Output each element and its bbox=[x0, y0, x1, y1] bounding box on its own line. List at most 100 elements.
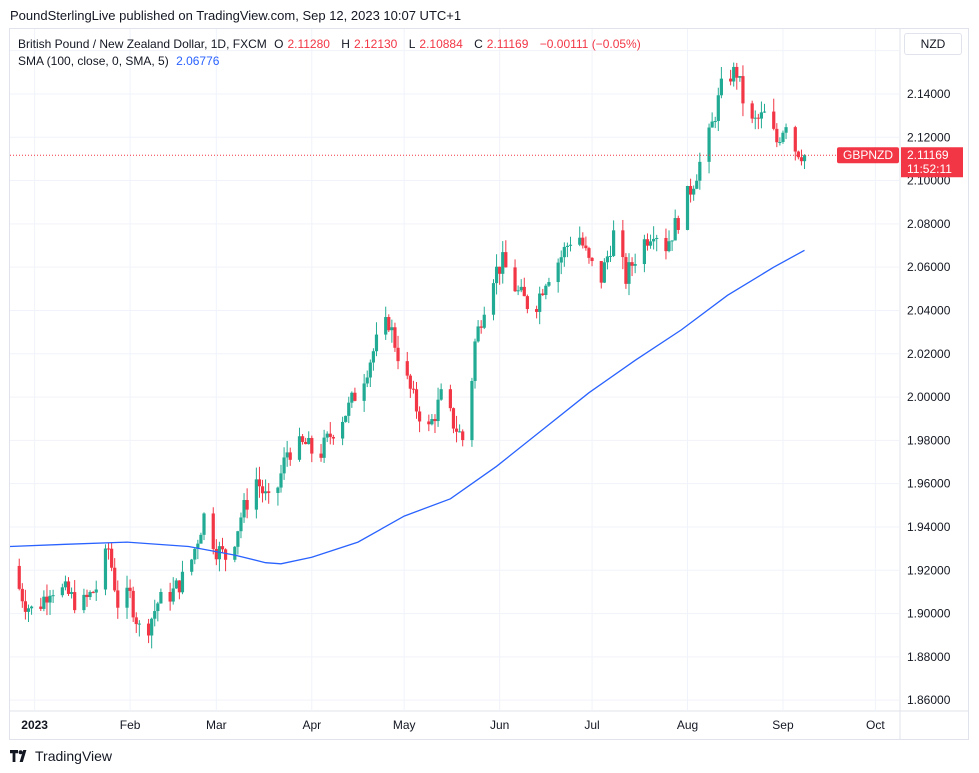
legend-low-value: 2.10884 bbox=[419, 37, 463, 51]
x-tick-label: Aug bbox=[677, 718, 698, 732]
candle-body bbox=[664, 237, 668, 252]
candle-body bbox=[439, 389, 443, 400]
candle-body bbox=[461, 431, 465, 441]
candle-body bbox=[137, 623, 141, 625]
candle-body bbox=[365, 377, 369, 384]
x-tick-label: Oct bbox=[866, 718, 885, 732]
legend-open-value: 2.11280 bbox=[287, 37, 330, 51]
candle-body bbox=[652, 238, 656, 242]
candle-body bbox=[103, 548, 108, 590]
candle-body bbox=[159, 592, 163, 604]
chart-legend: British Pound / New Zealand Dollar, 1D, … bbox=[18, 36, 645, 70]
candle-body bbox=[417, 411, 422, 422]
sma-line bbox=[9, 249, 805, 565]
candle-body bbox=[73, 592, 77, 611]
candle-body bbox=[713, 121, 717, 123]
candle-body bbox=[772, 111, 776, 129]
candle-body bbox=[156, 603, 160, 612]
candle-body bbox=[568, 244, 573, 246]
candle-body bbox=[796, 151, 800, 158]
candle-body bbox=[88, 592, 92, 598]
candle-body bbox=[242, 499, 246, 518]
candle-body bbox=[196, 543, 200, 549]
candle-body bbox=[688, 185, 693, 195]
legend-high-value: 2.12130 bbox=[353, 37, 398, 51]
candle-body bbox=[590, 257, 594, 262]
candle-body bbox=[211, 513, 215, 549]
legend-high-label: H bbox=[341, 37, 350, 51]
candle-body bbox=[587, 248, 591, 258]
candle-body bbox=[69, 592, 74, 594]
candle-body bbox=[17, 565, 21, 589]
legend-symbol[interactable]: British Pound / New Zealand Dollar, 1D, … bbox=[18, 37, 267, 51]
candle-body bbox=[719, 78, 723, 96]
candle-body bbox=[331, 436, 335, 439]
candle-body bbox=[110, 548, 114, 568]
candle-body bbox=[547, 282, 551, 286]
legend-close-value: 2.11169 bbox=[486, 37, 529, 51]
candle-body bbox=[150, 618, 154, 636]
x-tick-label: 2023 bbox=[21, 718, 48, 732]
candle-body bbox=[775, 128, 779, 143]
candle-body bbox=[482, 314, 486, 328]
candle-body bbox=[245, 499, 249, 510]
candle-body bbox=[411, 388, 416, 390]
candle-body bbox=[396, 347, 400, 362]
publish-header: PoundSterlingLive published on TradingVi… bbox=[10, 8, 462, 23]
candle-body bbox=[633, 264, 637, 266]
candle-body bbox=[732, 66, 736, 82]
candle-body bbox=[538, 293, 542, 312]
candle-body bbox=[559, 257, 563, 263]
candle-body bbox=[405, 361, 409, 376]
y-tick-label: 1.90000 bbox=[907, 607, 951, 621]
x-tick-label: Feb bbox=[120, 718, 141, 732]
candle-body bbox=[648, 241, 653, 246]
tradingview-logo-icon bbox=[10, 750, 27, 762]
candle-body bbox=[802, 155, 807, 162]
candle-body bbox=[451, 408, 456, 429]
x-tick-label: Jul bbox=[584, 718, 599, 732]
candle-body bbox=[310, 437, 314, 454]
candle-body bbox=[384, 317, 388, 335]
candle-body bbox=[778, 141, 782, 143]
candle-body bbox=[698, 161, 702, 181]
candle-body bbox=[282, 457, 286, 474]
candle-body bbox=[738, 76, 742, 78]
candle-body bbox=[729, 78, 733, 82]
legend-open-label: O bbox=[274, 37, 284, 51]
candle-body bbox=[799, 157, 804, 162]
x-tick-label: Jun bbox=[490, 718, 509, 732]
candle-body bbox=[23, 601, 27, 612]
candle-body bbox=[476, 326, 480, 342]
candle-body bbox=[168, 592, 172, 602]
y-tick-label: 1.92000 bbox=[907, 563, 951, 577]
y-tick-label: 2.08000 bbox=[907, 217, 951, 231]
candle-body bbox=[498, 266, 502, 274]
y-tick-label: 1.94000 bbox=[907, 520, 951, 534]
candle-body bbox=[180, 571, 185, 593]
candle-body bbox=[340, 421, 345, 439]
candle-body bbox=[430, 419, 434, 425]
candle-body bbox=[39, 606, 43, 609]
candle-body bbox=[300, 436, 305, 442]
candle-body bbox=[707, 127, 711, 162]
candle-body bbox=[347, 402, 351, 416]
candle-body bbox=[670, 240, 674, 242]
candle-body bbox=[297, 436, 302, 460]
price-tag bbox=[901, 147, 963, 178]
legend-sma-label[interactable]: SMA (100, close, 0, SMA, 5) bbox=[18, 54, 169, 68]
candle-body bbox=[784, 127, 788, 133]
footer-brand: TradingView bbox=[35, 748, 113, 764]
candle-body bbox=[519, 286, 523, 291]
currency-button[interactable]: NZD bbox=[904, 33, 962, 55]
y-tick-label: 2.04000 bbox=[907, 303, 951, 317]
symbol-tag bbox=[837, 147, 899, 164]
candle-body bbox=[45, 596, 49, 603]
candle-body bbox=[193, 548, 197, 560]
candle-body bbox=[350, 392, 354, 403]
candle-body bbox=[581, 237, 585, 246]
candle-body bbox=[63, 581, 68, 588]
candle-body bbox=[233, 546, 237, 560]
candle-body bbox=[257, 479, 262, 487]
